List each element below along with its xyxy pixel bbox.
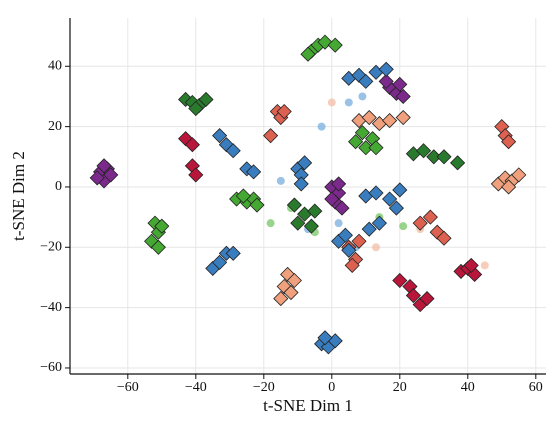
x-tick-label: −40 [185, 380, 207, 395]
point [324, 191, 340, 207]
point [436, 230, 452, 246]
point [334, 219, 343, 228]
point [450, 155, 466, 171]
point [463, 257, 479, 273]
point [225, 143, 241, 159]
point [327, 37, 343, 53]
point [436, 149, 452, 165]
point [89, 170, 105, 186]
point [103, 167, 119, 183]
point [225, 245, 241, 261]
point [286, 197, 302, 213]
point [331, 176, 347, 192]
point [96, 158, 112, 174]
point [263, 128, 279, 144]
point [501, 179, 517, 195]
point [511, 167, 527, 183]
point [286, 272, 302, 289]
y-tick-label: −20 [40, 240, 62, 255]
point [422, 209, 438, 225]
point [188, 167, 204, 183]
point [416, 143, 432, 159]
point [246, 164, 262, 180]
point [378, 61, 394, 77]
point [212, 254, 228, 270]
point [266, 219, 275, 228]
point [351, 233, 367, 249]
point [405, 287, 421, 304]
point [392, 76, 408, 92]
x-tick-label: 0 [328, 380, 335, 395]
point [395, 109, 411, 126]
point [348, 134, 364, 150]
x-tick-label: 60 [529, 380, 543, 395]
point [358, 140, 374, 156]
point [273, 291, 289, 307]
point [249, 197, 265, 213]
point [358, 73, 374, 89]
point [382, 191, 398, 207]
point [372, 243, 380, 252]
point [412, 215, 428, 231]
point [317, 330, 333, 346]
y-tick-label: −40 [40, 300, 62, 315]
point [307, 203, 323, 219]
point [300, 46, 316, 62]
point [368, 140, 384, 156]
y-axis-label: t-SNE Dim 2 [9, 151, 28, 241]
point [361, 221, 377, 237]
point [198, 91, 214, 108]
point [371, 215, 387, 231]
point [276, 176, 285, 185]
x-tick-label: −20 [253, 380, 275, 395]
point [154, 218, 170, 234]
point [426, 149, 442, 165]
point [327, 98, 336, 107]
point [344, 257, 360, 273]
point [361, 109, 377, 126]
point [392, 272, 408, 289]
point [395, 88, 411, 105]
point [334, 200, 350, 216]
point [184, 137, 200, 153]
x-axis-label: t-SNE Dim 1 [263, 396, 353, 415]
point [344, 98, 353, 107]
y-tick-label: −60 [40, 360, 62, 375]
point [399, 222, 408, 231]
point [368, 185, 384, 201]
y-tick-label: 40 [48, 58, 62, 73]
point [293, 176, 309, 192]
point [378, 73, 394, 89]
point [235, 188, 251, 204]
point [276, 103, 292, 120]
x-tick-label: 40 [461, 380, 475, 395]
point [358, 92, 367, 101]
y-tick-label: 0 [55, 179, 62, 194]
point [501, 134, 517, 150]
point [382, 113, 398, 129]
point [341, 242, 357, 258]
point [188, 100, 204, 117]
point [354, 125, 370, 141]
point [419, 291, 435, 307]
point [303, 218, 319, 234]
point [337, 227, 353, 243]
point [392, 182, 408, 198]
point [212, 128, 228, 144]
point [480, 261, 489, 270]
point [283, 284, 299, 301]
x-tick-label: 20 [393, 380, 407, 395]
x-tick-label: −60 [117, 380, 139, 395]
point [388, 200, 404, 216]
point [317, 122, 326, 131]
point [297, 155, 313, 171]
point [290, 215, 306, 231]
point [150, 239, 166, 255]
y-tick-label: 20 [48, 119, 62, 134]
